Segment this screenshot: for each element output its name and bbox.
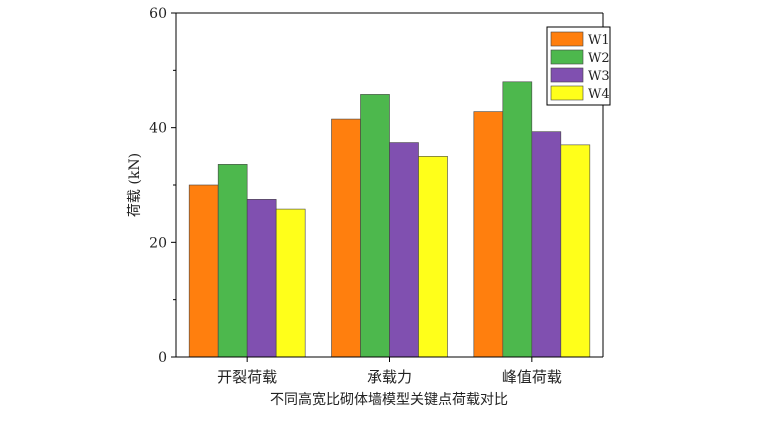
legend-label-w3: W3 — [588, 69, 610, 84]
legend-label-w4: W4 — [588, 87, 610, 102]
x-tick-label: 承载力 — [367, 368, 412, 386]
y-tick-label: 20 — [149, 235, 167, 251]
y-ticks-group: 0 20 40 60 — [149, 6, 176, 366]
legend: W1 W2 W3 W4 — [546, 26, 611, 106]
bar-w3-3 — [531, 131, 562, 358]
legend-label-w1: W1 — [588, 33, 610, 48]
bar-w1-1 — [188, 184, 219, 358]
y-tick-label: 40 — [149, 121, 167, 137]
bars-group — [188, 81, 591, 358]
x-tick-label: 峰值荷载 — [502, 368, 562, 386]
bar-w3-2 — [389, 142, 419, 358]
bar-w1-3 — [473, 111, 504, 358]
bar-w3-1 — [246, 199, 277, 358]
y-tick-label: 60 — [149, 6, 167, 22]
legend-label-w2: W2 — [588, 51, 610, 66]
bar-w2-1 — [217, 164, 248, 358]
y-axis-title: 荷载 (kN) — [127, 153, 143, 217]
x-axis-title: 不同高宽比砌体墙模型关键点荷载对比 — [270, 391, 508, 408]
bar-w4-3 — [560, 144, 591, 358]
bar-w4-2 — [418, 156, 448, 358]
legend-swatch-w4 — [550, 85, 584, 101]
legend-swatch-w1 — [550, 31, 584, 47]
bar-w4-1 — [275, 208, 306, 358]
bar-w1-2 — [331, 118, 361, 358]
y-tick-label: 0 — [158, 350, 167, 366]
legend-swatch-w2 — [550, 49, 584, 65]
bar-w2-3 — [502, 81, 533, 358]
x-tick-label: 开裂荷载 — [217, 368, 277, 386]
legend-swatch-w3 — [550, 67, 584, 83]
x-labels-group: 开裂荷载 承载力 峰值荷载 — [217, 357, 562, 386]
bar-w2-2 — [360, 94, 390, 358]
